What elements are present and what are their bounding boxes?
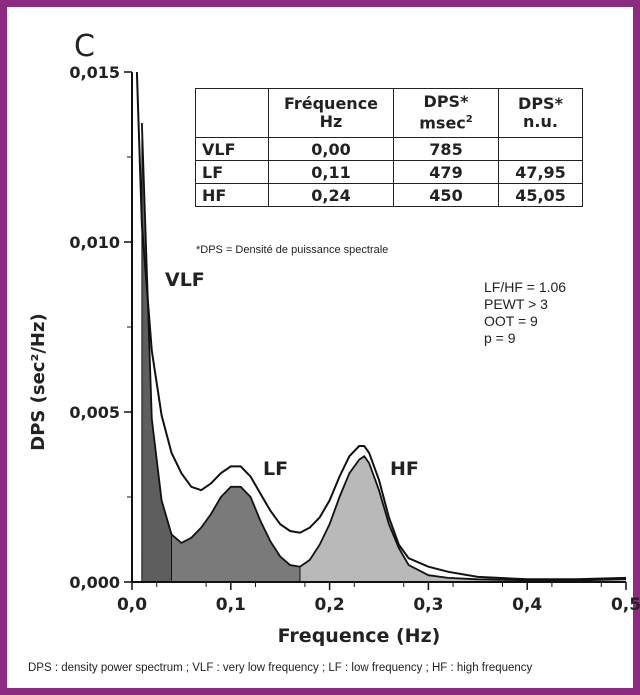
table-header-row: Fréquence Hz DPS* msec2 DPS* n.u.: [195, 88, 583, 138]
table-row: HF 0,24 450 45,05: [195, 183, 583, 207]
y-axis-title: DPS (sec²/Hz): [28, 313, 49, 450]
table-cell-frequency: 0,11: [268, 160, 394, 184]
table-cell-frequency: 0,24: [268, 183, 394, 207]
table-cell-dps-nu: 45,05: [498, 183, 583, 207]
band-annotation-vlf: VLF: [165, 269, 205, 291]
panel-label: C: [74, 29, 95, 64]
band-fill-vlf: [141, 122, 173, 583]
footnote: DPS : density power spectrum ; VLF : ver…: [28, 662, 533, 674]
table-header-empty: [195, 88, 269, 138]
stat-oot: OOT = 9: [484, 313, 538, 329]
x-axis-title: Frequence (Hz): [278, 625, 441, 647]
y-tick-label: 0,005: [69, 403, 120, 422]
stat-pewt: PEWT > 3: [484, 296, 548, 312]
table-row: LF 0,11 479 47,95: [195, 160, 583, 184]
stat-lf-hf: LF/HF = 1.06: [484, 279, 567, 295]
x-tick-label: 0,5: [611, 595, 640, 615]
table-header-dps-ms: DPS* msec2: [393, 88, 499, 138]
table-header-frequency: Fréquence Hz: [268, 88, 394, 138]
x-tick-label: 0,3: [413, 595, 443, 615]
spectral-table: Fréquence Hz DPS* msec2 DPS* n.u. VLF 0,00 …: [195, 88, 583, 207]
table-cell-dps-ms: 479: [393, 160, 499, 184]
x-tick-label: 0,4: [512, 595, 542, 615]
table-header-dps-nu: DPS* n.u.: [498, 88, 583, 138]
table-cell-dps-ms: 785: [393, 137, 499, 161]
table-cell-dps-nu: 47,95: [498, 160, 583, 184]
table-note: *DPS = Densité de puissance spectrale: [196, 244, 389, 256]
stat-p: p = 9: [484, 330, 516, 346]
y-tick-label: 0,015: [69, 63, 120, 82]
y-tick-label: 0,010: [69, 233, 120, 252]
band-annotation-hf: HF: [390, 458, 419, 480]
table-cell-frequency: 0,00: [268, 137, 394, 161]
table-row: VLF 0,00 785: [195, 137, 583, 161]
table-cell-dps-nu: [498, 137, 583, 161]
y-tick-label: 0,000: [69, 573, 120, 592]
component-spectrum-curve: [141, 122, 627, 582]
band-fill-lf: [170, 486, 301, 583]
x-tick-label: 0,2: [315, 595, 345, 615]
total-spectrum-curve: [135, 71, 627, 581]
stats-box: LF/HF = 1.06 PEWT > 3 OOT = 9 p = 9: [484, 279, 566, 347]
table-cell-dps-ms: 450: [393, 183, 499, 207]
table-row-band: LF: [195, 160, 269, 184]
x-tick-label: 0,1: [216, 595, 246, 615]
table-row-band: VLF: [195, 137, 269, 161]
band-annotation-lf: LF: [263, 458, 288, 480]
x-tick-label: 0,0: [117, 595, 147, 615]
table-row-band: HF: [195, 183, 269, 207]
